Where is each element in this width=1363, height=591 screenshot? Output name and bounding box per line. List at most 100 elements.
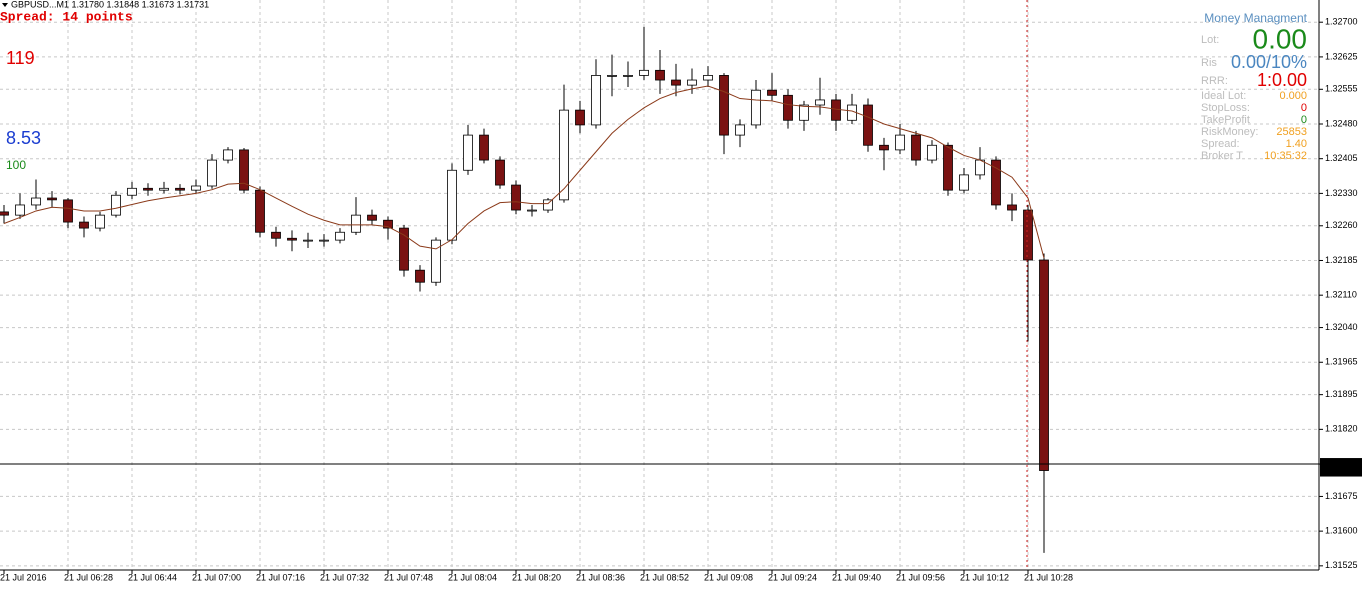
header-arrow (2, 3, 8, 7)
y-tick-label: 1.31895 (1325, 389, 1358, 399)
panel-value: 1.40 (1286, 138, 1307, 150)
candle-body (143, 187, 153, 191)
candle-body (831, 99, 841, 121)
panel-label: TakeProfit (1201, 114, 1250, 126)
candle-body (0, 211, 9, 216)
candle-body (767, 89, 777, 96)
candle-body (607, 75, 617, 77)
candle-body (159, 187, 169, 191)
candle-body (639, 69, 649, 76)
candle-body (495, 159, 505, 186)
candle-body (911, 134, 921, 161)
candle-body (479, 134, 489, 161)
indicator-ratio: 8.53 (6, 128, 41, 148)
y-tick-label: 1.32040 (1325, 322, 1358, 332)
panel-label: RRR: (1201, 75, 1228, 87)
candle-body (543, 199, 553, 211)
x-tick-label: 21 Jul 07:16 (256, 572, 305, 582)
candle-body (623, 75, 633, 77)
x-tick-label: 21 Jul 08:20 (512, 572, 561, 582)
candle-body (799, 104, 809, 121)
x-tick-label: 21 Jul 07:00 (192, 572, 241, 582)
panel-rrr: 1:0.00 (1257, 70, 1307, 90)
candle-body (207, 159, 217, 187)
price-label: 1.31731 (1325, 466, 1358, 476)
panel-value: 0 (1301, 114, 1307, 126)
candle-body (895, 134, 905, 151)
candle-body (319, 239, 329, 242)
candle-body (15, 204, 25, 216)
y-tick-label: 1.31820 (1325, 424, 1358, 434)
panel-label: Spread: (1201, 138, 1240, 150)
x-tick-label: 21 Jul 06:28 (64, 572, 113, 582)
x-tick-label: 21 Jul 08:52 (640, 572, 689, 582)
panel-title: Money Managment (1204, 11, 1307, 25)
x-tick-label: 21 Jul 09:40 (832, 572, 881, 582)
candle-body (1007, 204, 1017, 211)
y-tick-label: 1.32330 (1325, 188, 1358, 198)
candle-body (943, 144, 953, 191)
plot-area (0, 0, 1319, 570)
candle-body (79, 221, 89, 229)
candle-body (575, 109, 585, 126)
x-tick-label: 21 Jul 09:08 (704, 572, 753, 582)
candle-body (687, 79, 697, 86)
panel-label: StopLoss: (1201, 102, 1250, 114)
candle-body (527, 209, 537, 212)
candle-body (959, 174, 969, 191)
panel-value: 0.000 (1279, 90, 1307, 102)
candle-body (879, 144, 889, 151)
y-tick-label: 1.32260 (1325, 220, 1358, 230)
y-tick-label: 1.32405 (1325, 153, 1358, 163)
candle-body (47, 197, 57, 201)
y-tick-label: 1.31600 (1325, 526, 1358, 536)
candle-body (671, 79, 681, 86)
x-tick-label: 21 Jul 08:36 (576, 572, 625, 582)
candle-body (287, 237, 297, 241)
price-box (1320, 466, 1362, 477)
x-tick-label: 21 Jul 06:44 (128, 572, 177, 582)
candle-body (783, 94, 793, 121)
indicator-count: 119 (6, 48, 35, 68)
candle-body (975, 159, 985, 176)
candle-body (335, 231, 345, 241)
y-tick-label: 1.32110 (1325, 290, 1357, 300)
candle-body (175, 187, 185, 191)
candle-body (31, 197, 41, 206)
panel-label: Ideal Lot: (1201, 90, 1246, 102)
candle-body (463, 134, 473, 171)
candle-body (815, 99, 825, 106)
y-tick-label: 1.32625 (1325, 51, 1358, 61)
moving-average (3, 85, 1045, 259)
spread-label: Spread: 14 points (0, 9, 133, 24)
y-tick-label: 1.31675 (1325, 491, 1358, 501)
candle-body (703, 75, 713, 81)
candle-body (447, 169, 457, 241)
candle-body (751, 89, 761, 126)
candle-body (351, 214, 361, 233)
y-tick-label: 1.32185 (1325, 255, 1358, 265)
y-tick-label: 1.32480 (1325, 118, 1358, 128)
candle-body (303, 239, 313, 242)
y-tick-label: 1.31525 (1325, 560, 1358, 570)
candle-body (111, 194, 121, 216)
candle-body (191, 185, 201, 191)
x-tick-label: 21 Jul 07:32 (320, 572, 369, 582)
candle-body (863, 104, 873, 146)
panel-label: Lot: (1201, 34, 1219, 46)
candle-body (63, 199, 73, 223)
x-tick-label: 21 Jul 2016 (0, 572, 47, 582)
candle-body (95, 214, 105, 229)
candle-body (383, 219, 393, 229)
candle-body (367, 214, 377, 221)
y-tick-label: 1.32700 (1325, 17, 1358, 27)
panel-label: Ris (1201, 57, 1217, 69)
candle-body (719, 75, 729, 136)
x-tick-label: 21 Jul 09:56 (896, 572, 945, 582)
panel-lot: 0.00 (1253, 23, 1308, 54)
x-tick-label: 21 Jul 08:04 (448, 572, 497, 582)
panel-value: 0 (1301, 102, 1307, 114)
panel-rows: Ideal Lot: 0.000 StopLoss: 0 TakeProfit 0 Risk… (1201, 90, 1307, 162)
y-tick-label: 1.32555 (1325, 84, 1358, 94)
